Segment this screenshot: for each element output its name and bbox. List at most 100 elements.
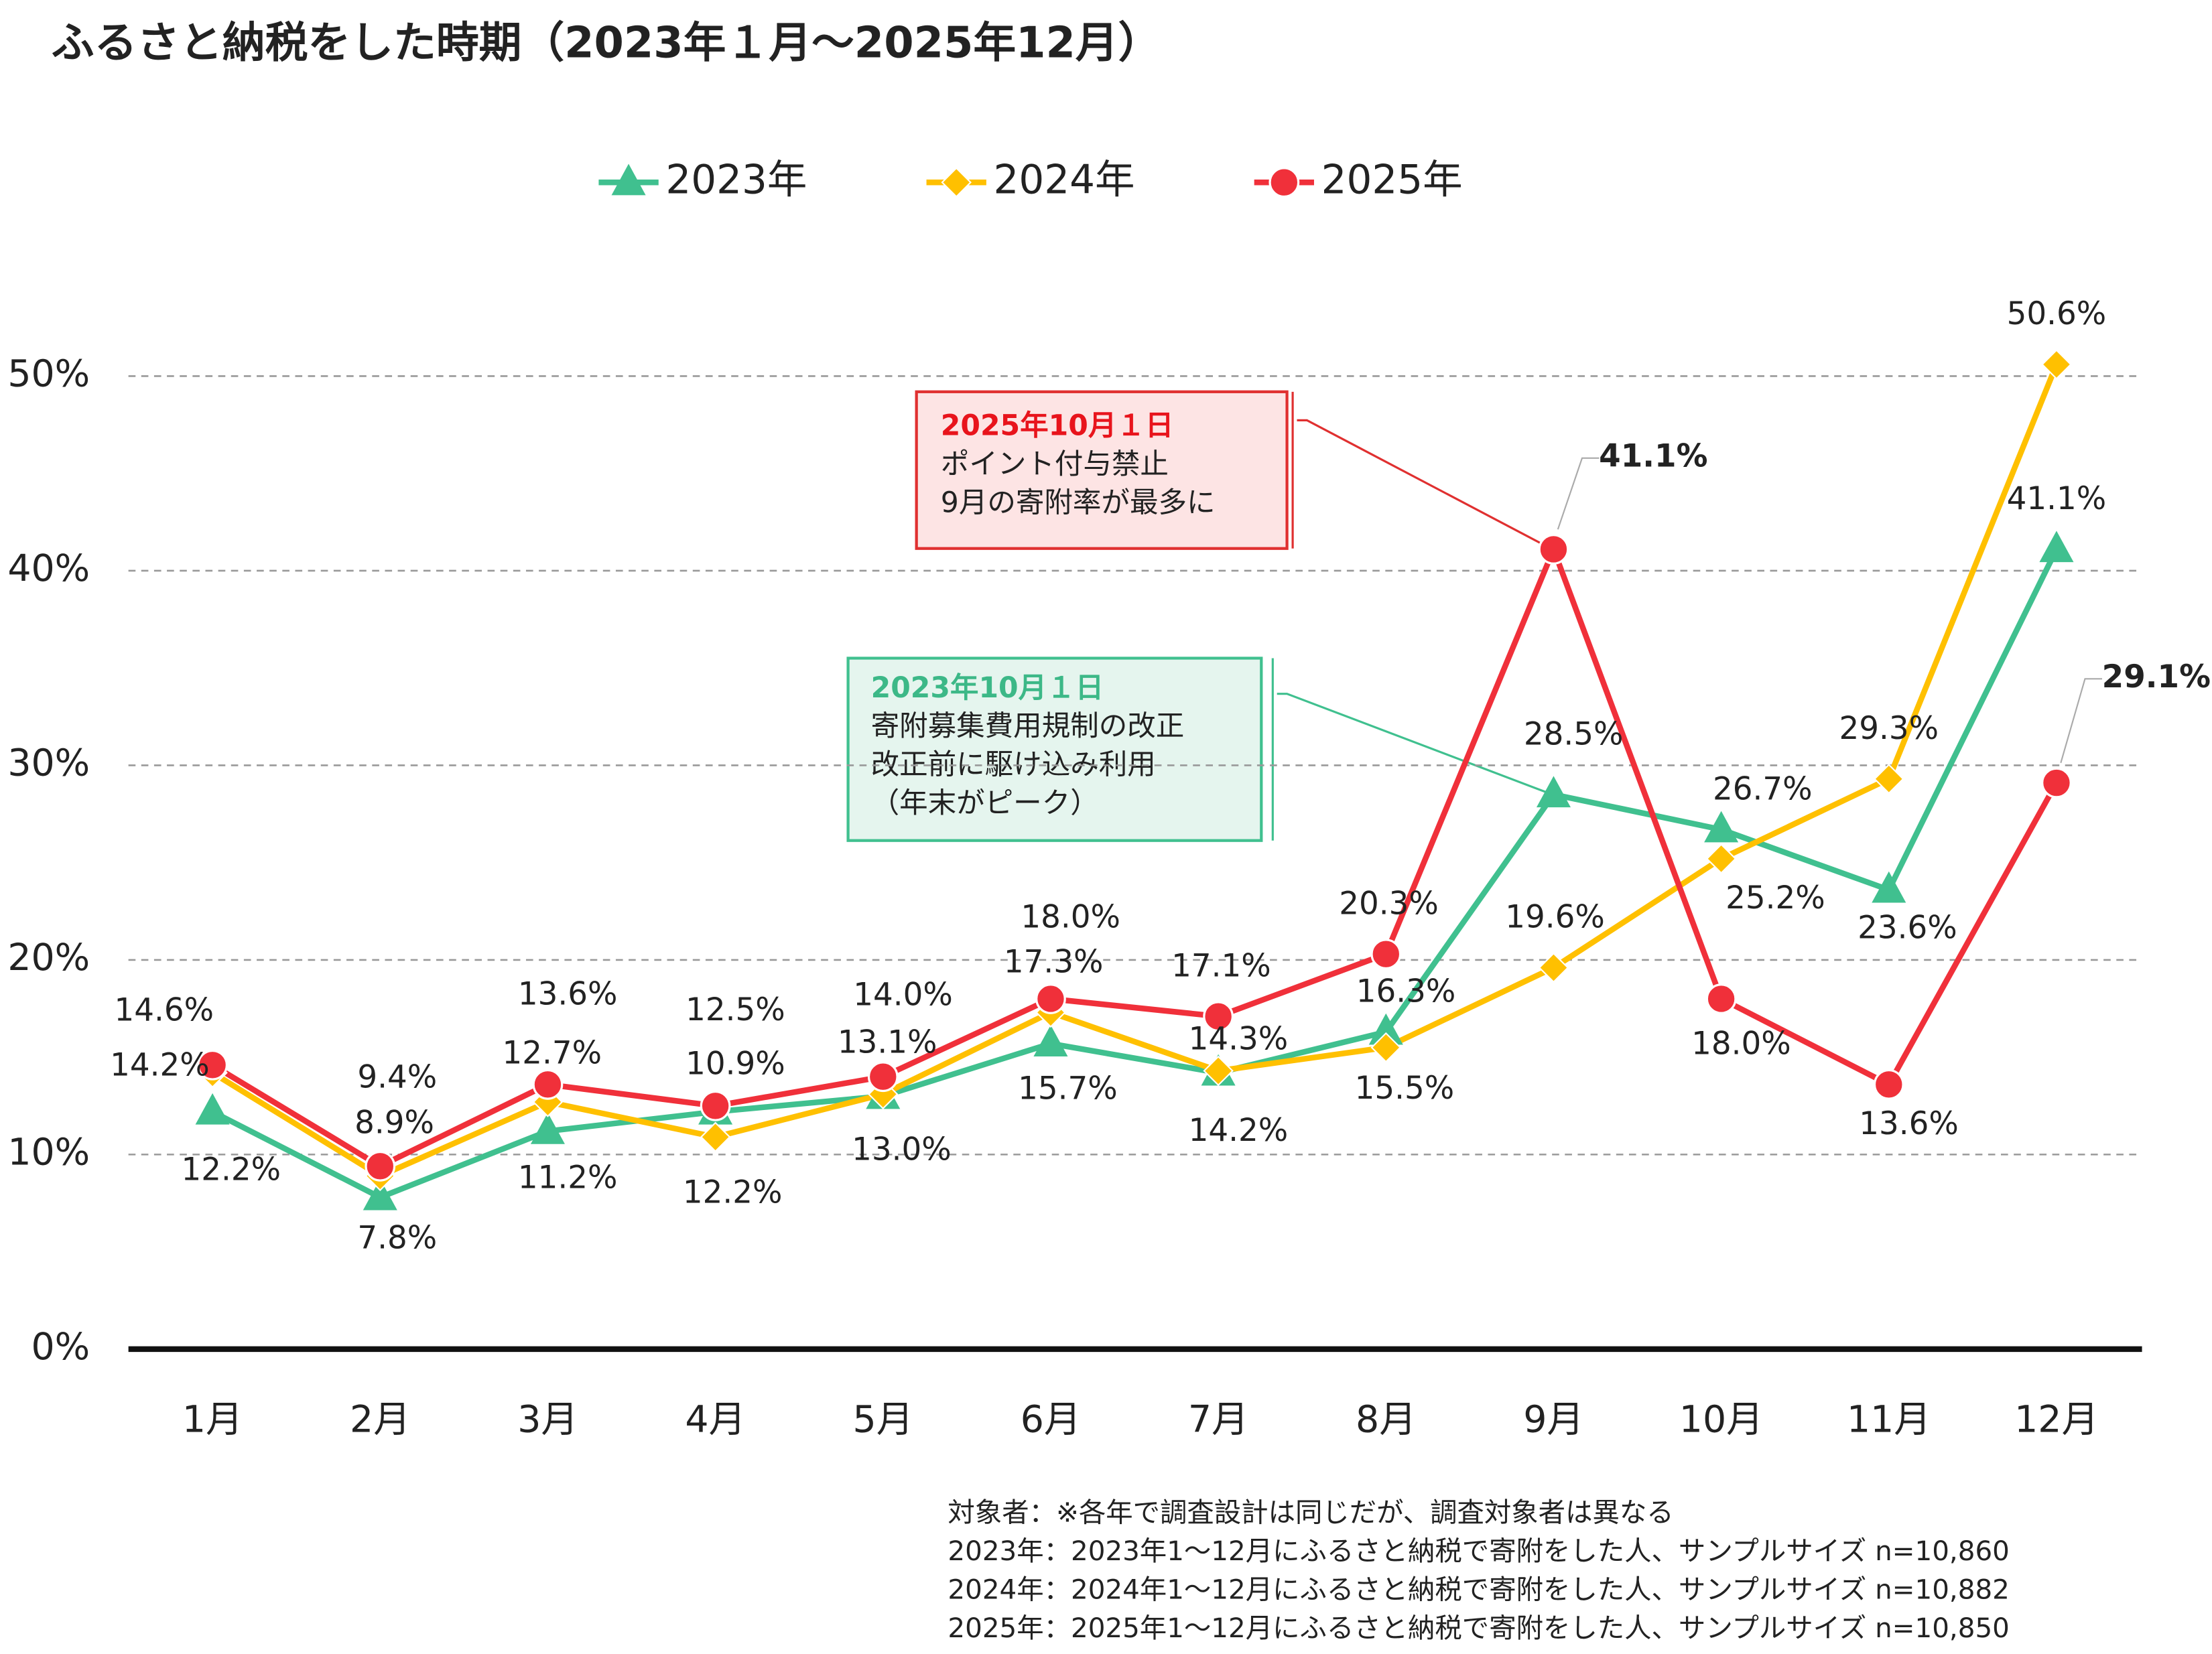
marker — [867, 1061, 899, 1093]
data-label: 14.6% — [115, 993, 214, 1029]
marker — [1874, 763, 1904, 795]
x-tick-label: 12月 — [2014, 1399, 2099, 1442]
x-tick-label: 10月 — [1679, 1399, 1764, 1442]
footnote: 2025年：2025年1～12月にふるさと納税で寄附をした人、サンプルサイズ n… — [948, 1612, 2009, 1644]
data-label: 17.3% — [1004, 945, 1104, 981]
marker — [197, 1049, 228, 1081]
series-line — [210, 363, 2059, 1180]
marker — [1203, 1001, 1234, 1032]
annotation-text: 寄附募集費用規制の改正 — [871, 710, 1185, 743]
annotation-text: ポイント付与禁止 — [941, 448, 1169, 481]
marker — [530, 1112, 565, 1144]
data-label: 13.6% — [518, 976, 618, 1012]
marker — [1368, 1013, 1403, 1045]
marker — [1872, 871, 1906, 903]
data-label: 41.1% — [1599, 438, 1707, 474]
marker — [1536, 776, 1571, 808]
annotation-connector — [1277, 693, 1554, 797]
annotation-connector — [1297, 419, 1554, 551]
data-label: 12.2% — [683, 1174, 783, 1211]
x-tick-label: 9月 — [1523, 1399, 1583, 1442]
footnote: 2023年：2023年1～12月にふるさと納税で寄附をした人、サンプルサイズ n… — [948, 1535, 2009, 1567]
footnote: 2024年：2024年1～12月にふるさと納税で寄附をした人、サンプルサイズ n… — [948, 1573, 2009, 1605]
y-tick-label: 50% — [7, 353, 90, 396]
marker — [1203, 1055, 1234, 1087]
x-tick-label: 8月 — [1356, 1399, 1416, 1442]
data-label: 20.3% — [1339, 886, 1439, 922]
data-label: 17.1% — [1171, 948, 1271, 984]
data-label: 26.7% — [1713, 771, 1813, 807]
data-label: 14.0% — [853, 977, 953, 1014]
data-label: 25.2% — [1726, 880, 1825, 916]
leader-line — [1557, 457, 1600, 530]
x-tick-label: 11月 — [1847, 1399, 1931, 1442]
data-label: 11.2% — [518, 1160, 618, 1196]
data-label: 13.0% — [852, 1132, 952, 1168]
series-line — [211, 548, 2059, 1200]
annotation-text: （年末がピーク） — [871, 787, 1099, 820]
marker — [1268, 167, 1300, 198]
marker — [1705, 983, 1737, 1014]
x-tick-label: 5月 — [853, 1399, 913, 1442]
marker — [2041, 349, 2072, 380]
legend-label: 2023年 — [665, 157, 807, 203]
leader-line — [2060, 678, 2103, 764]
data-label: 41.1% — [2007, 481, 2107, 517]
data-label: 7.8% — [357, 1221, 437, 1257]
data-label: 13.6% — [1859, 1106, 1959, 1142]
data-label: 14.2% — [1189, 1113, 1289, 1149]
annotation-text: 9月の寄附率が最多に — [941, 486, 1216, 519]
data-label: 15.5% — [1355, 1071, 1455, 1107]
data-label: 12.2% — [181, 1152, 281, 1188]
y-tick-label: 0% — [31, 1326, 90, 1369]
annotation-title: 2023年10月１日 — [871, 672, 1104, 705]
footnote: 対象者：※各年で調査設計は同じだが、調査対象者は異なる — [948, 1497, 1673, 1529]
data-label: 8.9% — [354, 1105, 434, 1141]
x-tick-label: 6月 — [1021, 1399, 1081, 1442]
annotation-box — [846, 657, 1263, 842]
marker — [611, 163, 646, 196]
annotation-box — [915, 390, 1289, 550]
data-label: 29.1% — [2102, 659, 2211, 695]
data-label: 14.3% — [1189, 1021, 1289, 1057]
x-tick-label: 7月 — [1188, 1399, 1248, 1442]
marker — [1033, 1025, 1068, 1056]
data-label: 12.5% — [686, 992, 785, 1028]
data-label: 18.0% — [1691, 1026, 1791, 1062]
marker — [941, 167, 972, 198]
x-tick-label: 1月 — [182, 1399, 243, 1442]
marker — [2039, 531, 2074, 563]
legend-label: 2024年 — [993, 157, 1134, 203]
data-label: 19.6% — [1505, 900, 1605, 936]
annotation-title: 2025年10月１日 — [941, 409, 1174, 442]
x-tick-label: 2月 — [350, 1399, 410, 1442]
marker — [1873, 1069, 1904, 1100]
data-label: 28.5% — [1524, 716, 1624, 752]
marker — [1370, 939, 1402, 970]
data-label: 23.6% — [1858, 910, 1957, 946]
marker — [1538, 534, 1569, 565]
marker — [1370, 1032, 1402, 1063]
x-tick-label: 3月 — [517, 1399, 578, 1442]
y-tick-label: 10% — [7, 1131, 90, 1174]
marker — [1538, 952, 1569, 983]
marker — [365, 1150, 396, 1182]
data-label: 12.7% — [503, 1035, 602, 1071]
chart-title: ふるさと納税をした時期（2023年１月～2025年12月） — [52, 19, 1161, 68]
x-tick-label: 4月 — [685, 1399, 745, 1442]
data-label: 13.1% — [838, 1024, 937, 1060]
data-label: 15.7% — [1018, 1071, 1118, 1107]
data-label: 14.2% — [110, 1047, 210, 1083]
marker — [2041, 767, 2072, 799]
y-tick-label: 30% — [7, 742, 90, 785]
data-label: 10.9% — [686, 1046, 785, 1082]
marker — [195, 1093, 230, 1125]
y-tick-label: 20% — [7, 937, 90, 979]
y-tick-label: 40% — [7, 547, 90, 590]
data-label: 50.6% — [2007, 296, 2107, 332]
data-label: 16.3% — [1356, 973, 1456, 1010]
marker — [700, 1090, 731, 1121]
data-label: 18.0% — [1021, 899, 1120, 935]
